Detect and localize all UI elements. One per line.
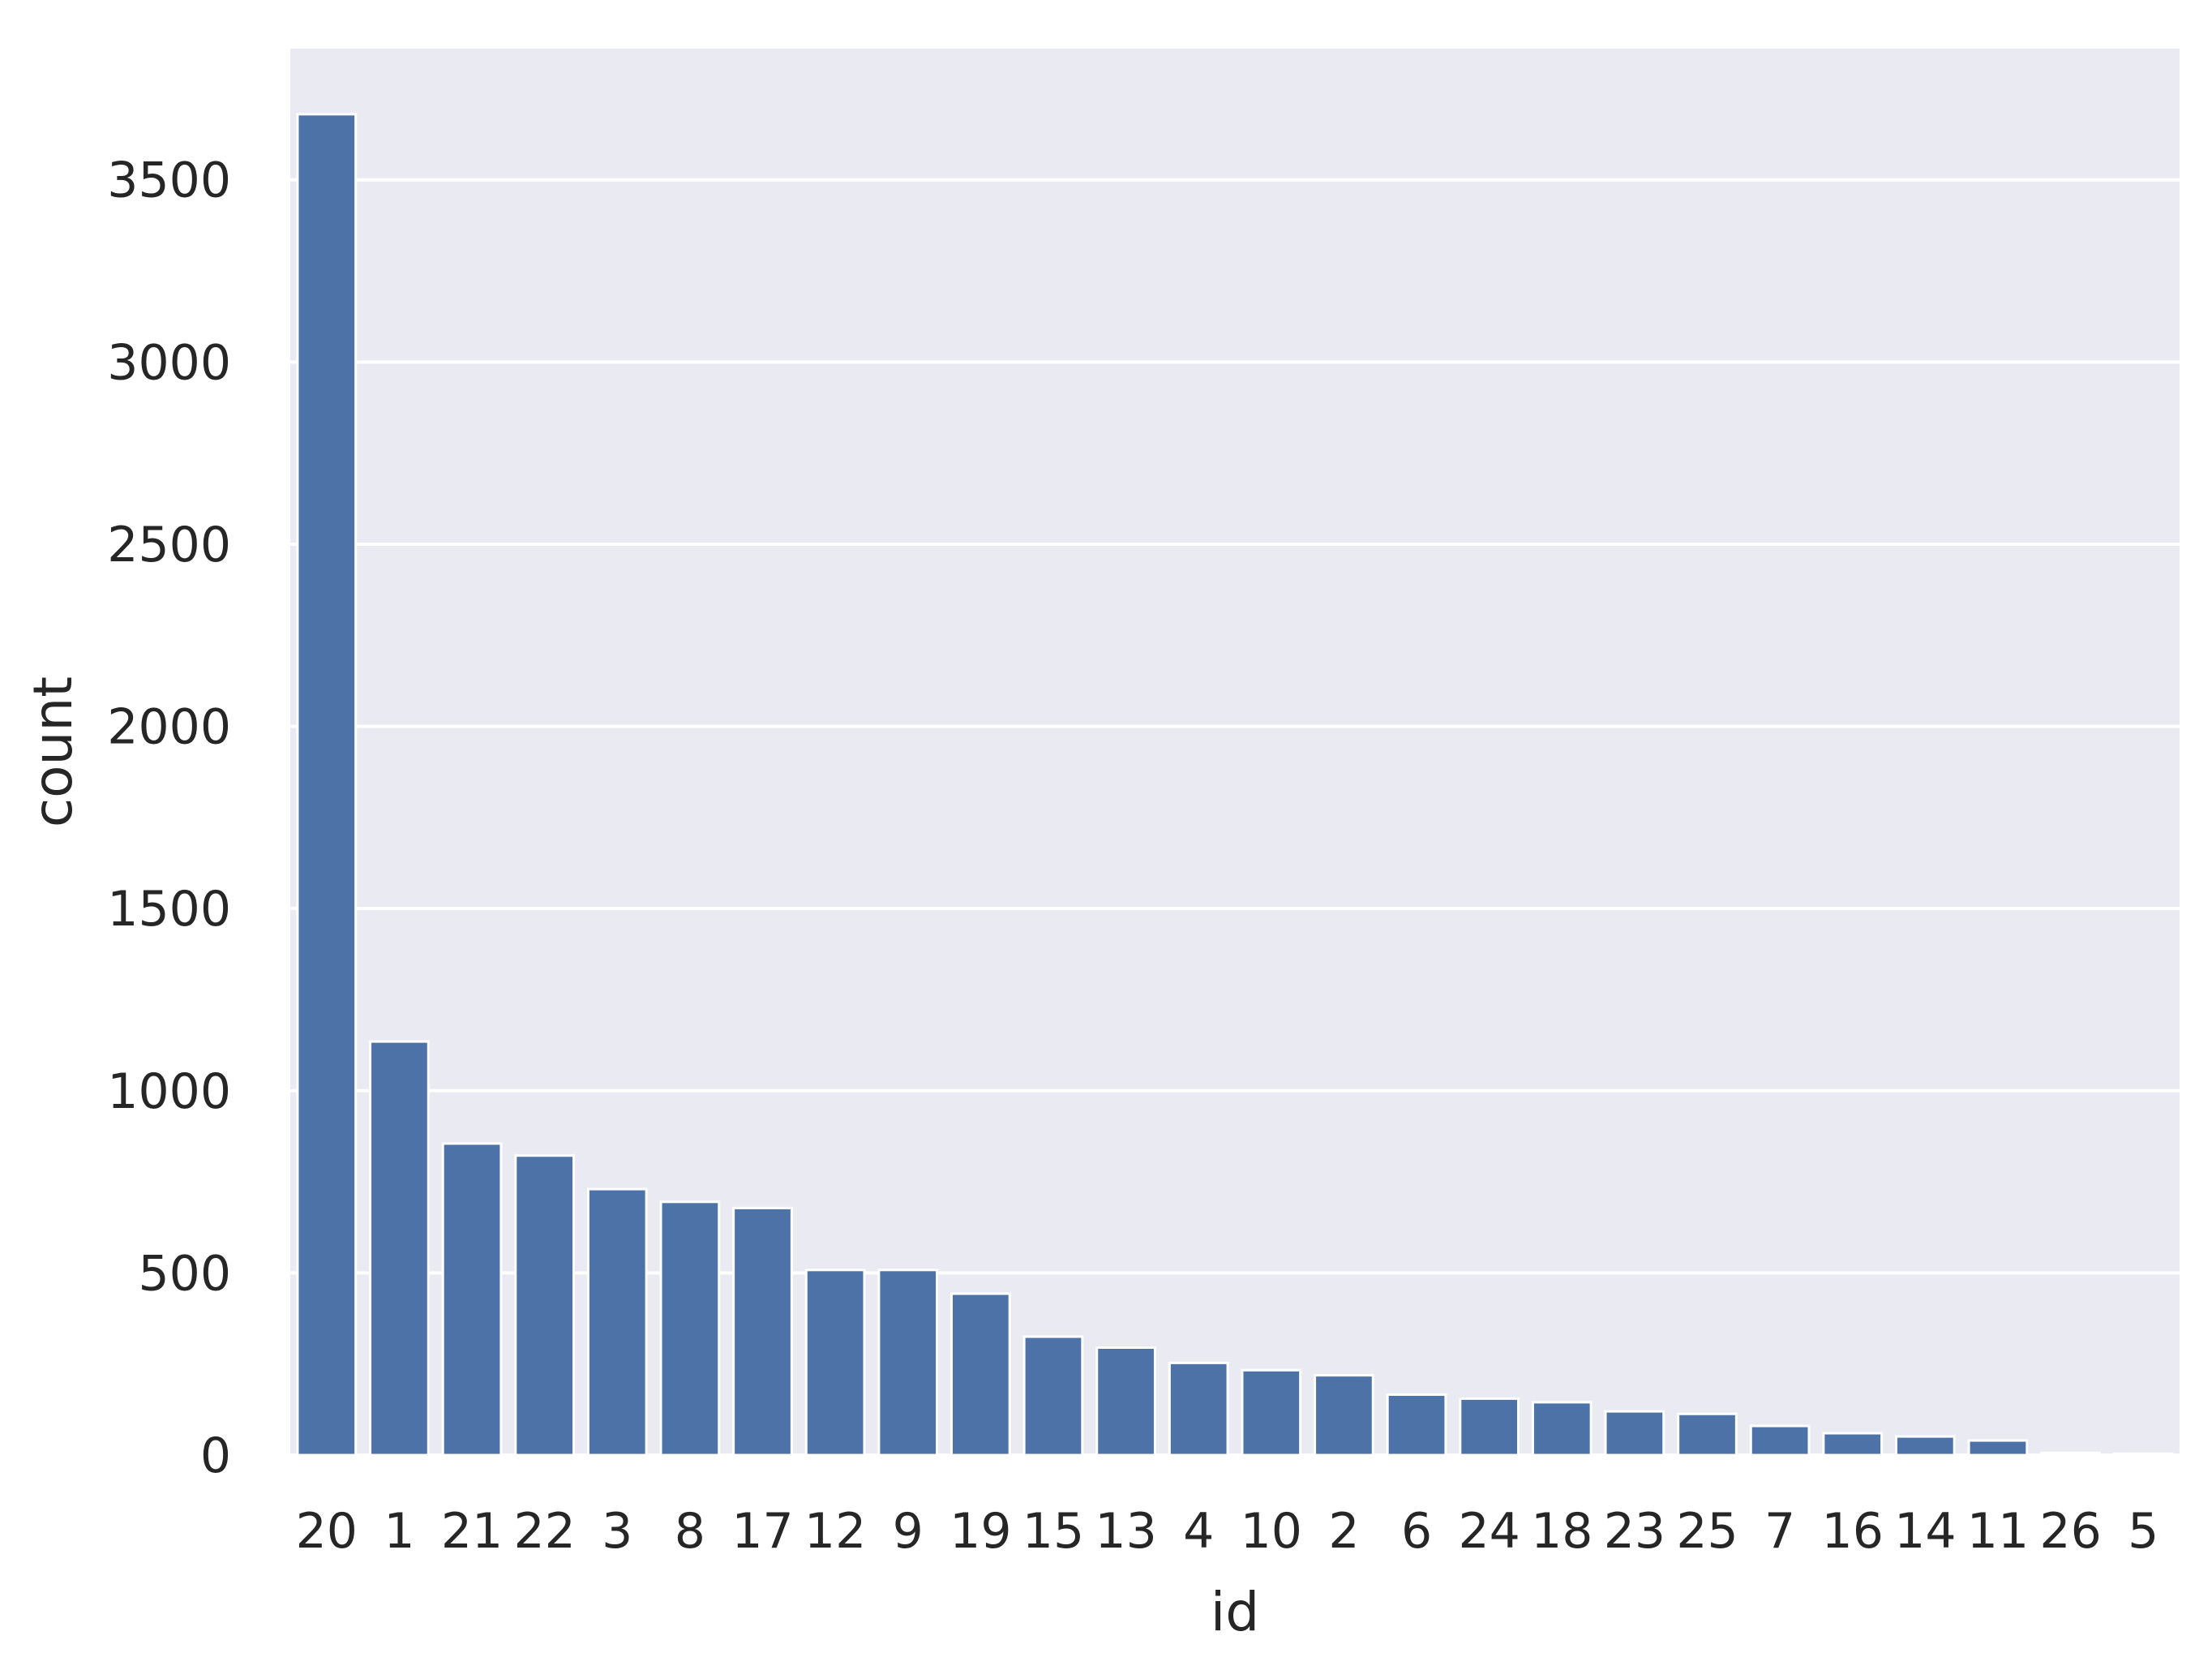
x-tick-label: 4 bbox=[1183, 1503, 1214, 1560]
y-tick-label: 1000 bbox=[107, 1063, 231, 1120]
bar-24 bbox=[1459, 1397, 1520, 1457]
x-tick-label: 16 bbox=[1822, 1503, 1884, 1560]
bar-14 bbox=[1895, 1435, 1956, 1457]
y-tick-label: 2500 bbox=[107, 517, 231, 573]
bar-7 bbox=[1749, 1424, 1811, 1457]
x-tick-label: 14 bbox=[1894, 1503, 1956, 1560]
x-tick-label: 18 bbox=[1531, 1503, 1593, 1560]
bar-13 bbox=[1095, 1346, 1156, 1457]
x-tick-label: 12 bbox=[804, 1503, 866, 1560]
bar-16 bbox=[1822, 1432, 1884, 1457]
bar-17 bbox=[732, 1206, 793, 1457]
x-tick-label: 2 bbox=[1328, 1503, 1359, 1560]
x-tick-label: 21 bbox=[441, 1503, 503, 1560]
y-tick-label: 0 bbox=[200, 1428, 231, 1484]
x-tick-label: 17 bbox=[731, 1503, 793, 1560]
y-tick-label: 3000 bbox=[107, 334, 231, 391]
bar-4 bbox=[1168, 1361, 1229, 1457]
bar-15 bbox=[1022, 1335, 1084, 1457]
x-tick-label: 10 bbox=[1241, 1503, 1302, 1560]
bar-11 bbox=[1967, 1439, 2029, 1457]
bar-5 bbox=[2112, 1452, 2174, 1457]
y-tick-label: 3500 bbox=[107, 152, 231, 209]
y-tick-label: 1500 bbox=[107, 881, 231, 938]
x-tick-label: 22 bbox=[513, 1503, 575, 1560]
x-tick-label: 23 bbox=[1604, 1503, 1665, 1560]
bar-6 bbox=[1386, 1393, 1447, 1457]
bar-26 bbox=[2040, 1451, 2101, 1457]
x-tick-label: 3 bbox=[602, 1503, 632, 1560]
x-tick-labels: 20 1 21 22 3 8 17 12 9 19 15 13 4 10 2 6 24 18 23 25 7 16 14 11… bbox=[296, 1503, 2159, 1560]
x-tick-label: 26 bbox=[2039, 1503, 2101, 1560]
bar-10 bbox=[1241, 1368, 1302, 1457]
x-tick-label: 6 bbox=[1401, 1503, 1432, 1560]
x-axis-label: id bbox=[1211, 1581, 1259, 1643]
x-tick-label: 20 bbox=[296, 1503, 358, 1560]
y-tick-label: 500 bbox=[138, 1245, 231, 1302]
bar-20 bbox=[296, 113, 358, 1457]
x-tick-label: 7 bbox=[1764, 1503, 1795, 1560]
x-tick-label: 8 bbox=[675, 1503, 705, 1560]
y-axis-label: count bbox=[22, 676, 84, 827]
bar-23 bbox=[1604, 1410, 1665, 1457]
bar-19 bbox=[950, 1292, 1011, 1457]
x-tick-label: 9 bbox=[893, 1503, 924, 1560]
bar-18 bbox=[1531, 1401, 1593, 1457]
bar-8 bbox=[659, 1200, 721, 1457]
bar-21 bbox=[441, 1142, 503, 1457]
bar-12 bbox=[804, 1269, 866, 1457]
x-tick-label: 5 bbox=[2128, 1503, 2158, 1560]
x-tick-label: 11 bbox=[1967, 1503, 2029, 1560]
x-tick-label: 15 bbox=[1022, 1503, 1084, 1560]
bar-9 bbox=[877, 1269, 939, 1457]
bar-25 bbox=[1677, 1412, 1738, 1457]
bar-2 bbox=[1314, 1374, 1374, 1457]
y-tick-label: 2000 bbox=[107, 699, 231, 756]
bar-3 bbox=[586, 1187, 648, 1457]
y-tick-labels: 0 500 1000 1500 2000 2500 3000 3500 bbox=[107, 152, 231, 1484]
x-tick-label: 25 bbox=[1676, 1503, 1738, 1560]
bars bbox=[296, 113, 2174, 1457]
x-tick-label: 13 bbox=[1095, 1503, 1156, 1560]
x-tick-label: 24 bbox=[1458, 1503, 1520, 1560]
x-tick-label: 19 bbox=[950, 1503, 1011, 1560]
x-tick-label: 1 bbox=[384, 1503, 414, 1560]
bar-22 bbox=[514, 1154, 575, 1457]
bar-1 bbox=[369, 1040, 430, 1457]
